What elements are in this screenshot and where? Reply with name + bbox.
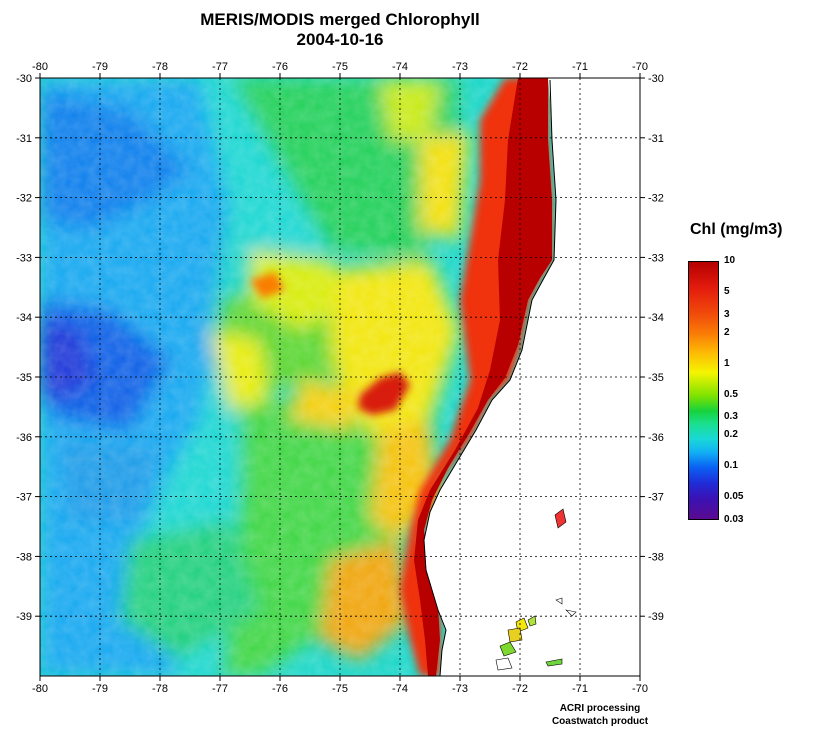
- lon-label-bottom: -75: [332, 683, 348, 695]
- lat-label-left: -32: [16, 193, 32, 205]
- credit-processing: ACRI processing: [559, 703, 641, 714]
- lat-label-right: -31: [648, 133, 664, 145]
- lon-label-top: -75: [332, 61, 348, 73]
- colorbar-label: 0.03: [724, 514, 744, 525]
- lon-label-top: -76: [272, 61, 288, 73]
- lon-label-top: -74: [392, 61, 408, 73]
- lat-label-left: -39: [16, 611, 32, 623]
- lon-label-bottom: -76: [272, 683, 288, 695]
- colorbar-label: 0.05: [724, 491, 744, 503]
- lon-label-top: -73: [452, 61, 468, 73]
- colorbar-label: 5: [724, 285, 730, 297]
- lon-label-top: -79: [92, 61, 108, 73]
- lon-label-bottom: -80: [32, 683, 48, 695]
- colorbar-label: 10: [724, 255, 736, 266]
- lat-label-right: -35: [648, 372, 664, 384]
- lat-label-left: -31: [16, 133, 32, 145]
- colorbar-label: 3: [724, 308, 730, 320]
- map-title: MERIS/MODIS merged Chlorophyll: [200, 10, 480, 29]
- lat-label-right: -36: [648, 432, 664, 444]
- lat-label-left: -30: [16, 73, 32, 85]
- lat-label-left: -33: [16, 252, 32, 264]
- colorbar: [688, 261, 719, 520]
- lat-label-right: -38: [648, 551, 664, 563]
- lon-label-bottom: -72: [512, 683, 528, 695]
- lon-label-top: -70: [632, 61, 648, 73]
- lat-lon-grid: [40, 78, 640, 676]
- colorbar-label: 0.1: [724, 460, 738, 472]
- lat-label-right: -30: [648, 73, 664, 85]
- lon-label-bottom: -73: [452, 683, 468, 695]
- lon-label-bottom: -70: [632, 683, 648, 695]
- lat-label-right: -34: [648, 312, 664, 324]
- lon-label-top: -78: [152, 61, 168, 73]
- colorbar-label: 2: [724, 326, 730, 338]
- colorbar-label: 0.5: [724, 388, 738, 400]
- lon-label-top: -71: [572, 61, 588, 73]
- lat-label-right: -39: [648, 611, 664, 623]
- lat-label-left: -34: [16, 312, 32, 324]
- colorbar-label: 0.2: [724, 429, 738, 441]
- legend-title: Chl (mg/m3): [690, 221, 783, 238]
- lat-label-right: -33: [648, 252, 664, 264]
- colorbar-label: 0.3: [724, 411, 738, 423]
- lat-label-left: -37: [16, 492, 32, 504]
- lat-label-right: -37: [648, 492, 664, 504]
- lon-label-bottom: -78: [152, 683, 168, 695]
- credit-product: Coastwatch product: [551, 716, 649, 727]
- lon-label-bottom: -79: [92, 683, 108, 695]
- map-date: 2004-10-16: [296, 30, 384, 49]
- lon-label-bottom: -74: [392, 683, 408, 695]
- lat-label-left: -35: [16, 372, 32, 384]
- lon-label-top: -80: [32, 61, 48, 73]
- colorbar-label: 1: [724, 357, 730, 369]
- axis-ticks: -80 -80 -79 -79 -78 -78 -77 -77 -76 -76 -75 -75 -74 -…: [16, 61, 664, 695]
- lon-label-bottom: -77: [212, 683, 228, 695]
- lat-label-left: -38: [16, 551, 32, 563]
- lon-label-top: -77: [212, 61, 228, 73]
- lat-label-left: -36: [16, 432, 32, 444]
- lon-label-bottom: -71: [572, 683, 588, 695]
- lon-label-top: -72: [512, 61, 528, 73]
- lat-label-right: -32: [648, 193, 664, 205]
